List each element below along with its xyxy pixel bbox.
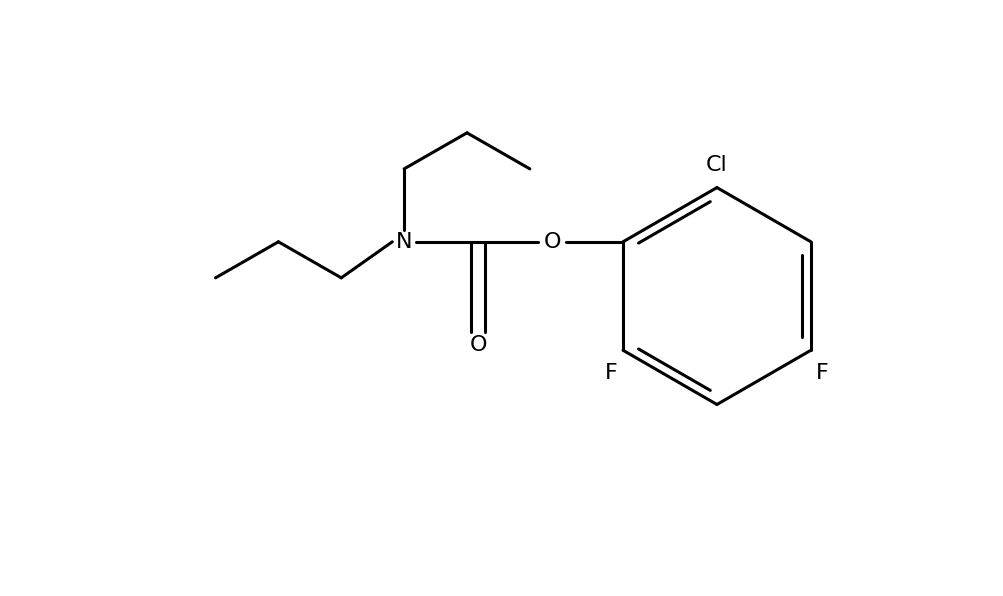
Text: O: O xyxy=(543,232,561,252)
Text: Cl: Cl xyxy=(705,155,727,175)
Text: N: N xyxy=(395,232,412,252)
Text: O: O xyxy=(468,336,486,355)
Text: F: F xyxy=(815,363,828,383)
Text: F: F xyxy=(604,363,617,383)
